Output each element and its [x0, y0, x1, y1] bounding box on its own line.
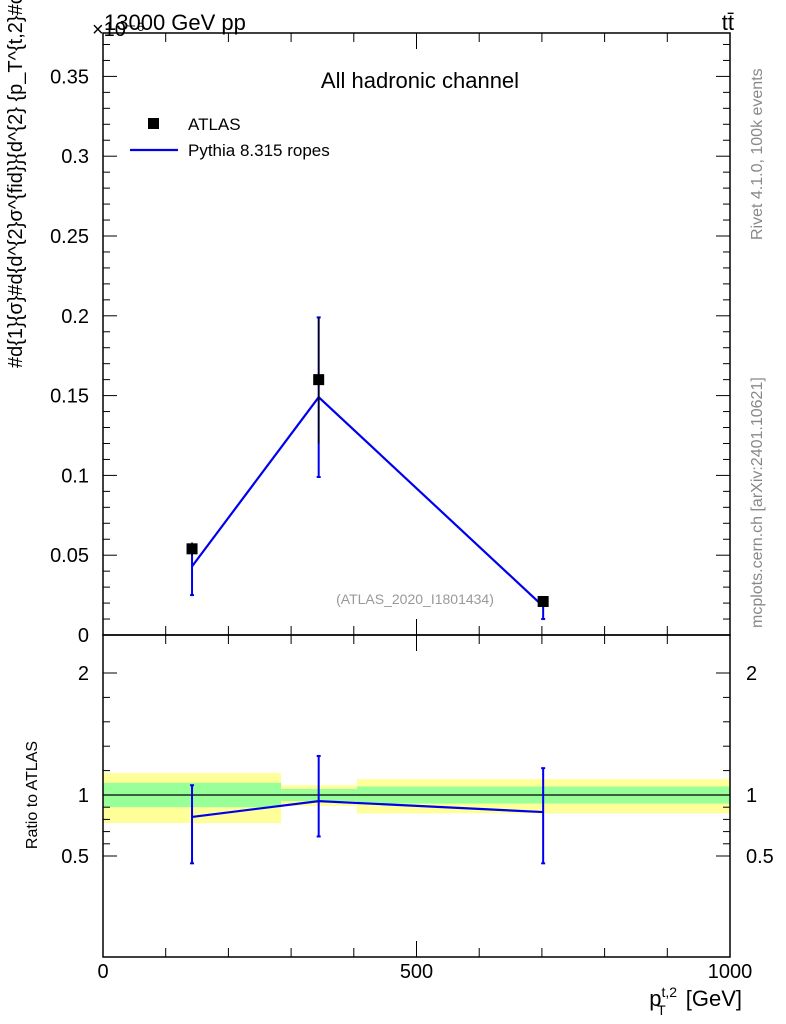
ratio-y-tick-label-right: 2	[746, 663, 757, 685]
main-y-tick-label: 0.05	[50, 545, 89, 567]
main-y-tick-label: 0.2	[61, 306, 89, 328]
x-axis-label-unit: [GeV]	[680, 986, 742, 1011]
main-y-tick-label: 0.25	[50, 226, 89, 248]
x-axis-label-p: p	[649, 986, 661, 1011]
main-y-tick-label: 0.3	[61, 146, 89, 168]
legend: ATLAS Pythia 8.315 ropes	[130, 115, 330, 160]
x-axis-label: pt,2 T [GeV]	[649, 984, 742, 1018]
ratio-y-tick-label-right: 1	[746, 785, 757, 807]
ratio-y-tick-label: 1	[78, 785, 89, 807]
x-axis-label-sup: t,2	[662, 984, 678, 1000]
source-label: mcplots.cern.ch [arXiv:2401.10621]	[749, 377, 766, 628]
energy-label: 13000 GeV pp	[104, 10, 246, 35]
ratio-frame	[102, 634, 731, 958]
main-y-tick-label: 0.15	[50, 386, 89, 408]
chart-title: All hadronic channel	[321, 68, 519, 93]
rivet-label: Rivet 4.1.0, 100k events	[749, 68, 766, 240]
main-y-tick-label: 0.1	[61, 465, 89, 487]
legend-data-marker	[148, 118, 159, 129]
ratio-y-axis-label: Ratio to ATLAS	[24, 741, 41, 849]
x-tick-label: 0	[97, 961, 108, 983]
x-tick-label: 500	[400, 961, 433, 983]
data-point	[537, 595, 549, 607]
main-y-tick-label: 0.35	[50, 66, 89, 88]
ratio-y-tick-label: 2	[78, 663, 89, 685]
mc-line	[191, 395, 544, 608]
legend-label-data: ATLAS	[188, 115, 241, 134]
exponent-label: ×10⁻⁶	[92, 19, 145, 41]
ratio-y-tick-label: 0.5	[61, 846, 89, 868]
ratio-panel: 0.5 0.5 1 1 2 2 0 500 1000 Ratio to ATLAS pt,2 T …	[24, 634, 774, 1018]
main-panel: All hadronic channel (ATLAS_2020_I180143…	[5, 0, 731, 647]
legend-label-mc: Pythia 8.315 ropes	[188, 141, 330, 160]
data-point	[313, 374, 325, 386]
process-label: tt̄	[722, 10, 734, 35]
main-y-axis-label: #d{1}{σ}#d{d^{2}σ^{fid}}{d^{2} {p_T^{t,2…	[5, 0, 27, 368]
data-point	[186, 543, 198, 555]
x-axis-label-sub: T	[657, 1002, 666, 1018]
ratio-y-tick-label-right: 0.5	[746, 846, 774, 868]
main-y-tick-label: 0	[78, 625, 89, 647]
analysis-watermark: (ATLAS_2020_I1801434)	[336, 591, 494, 607]
x-tick-label: 1000	[708, 961, 753, 983]
